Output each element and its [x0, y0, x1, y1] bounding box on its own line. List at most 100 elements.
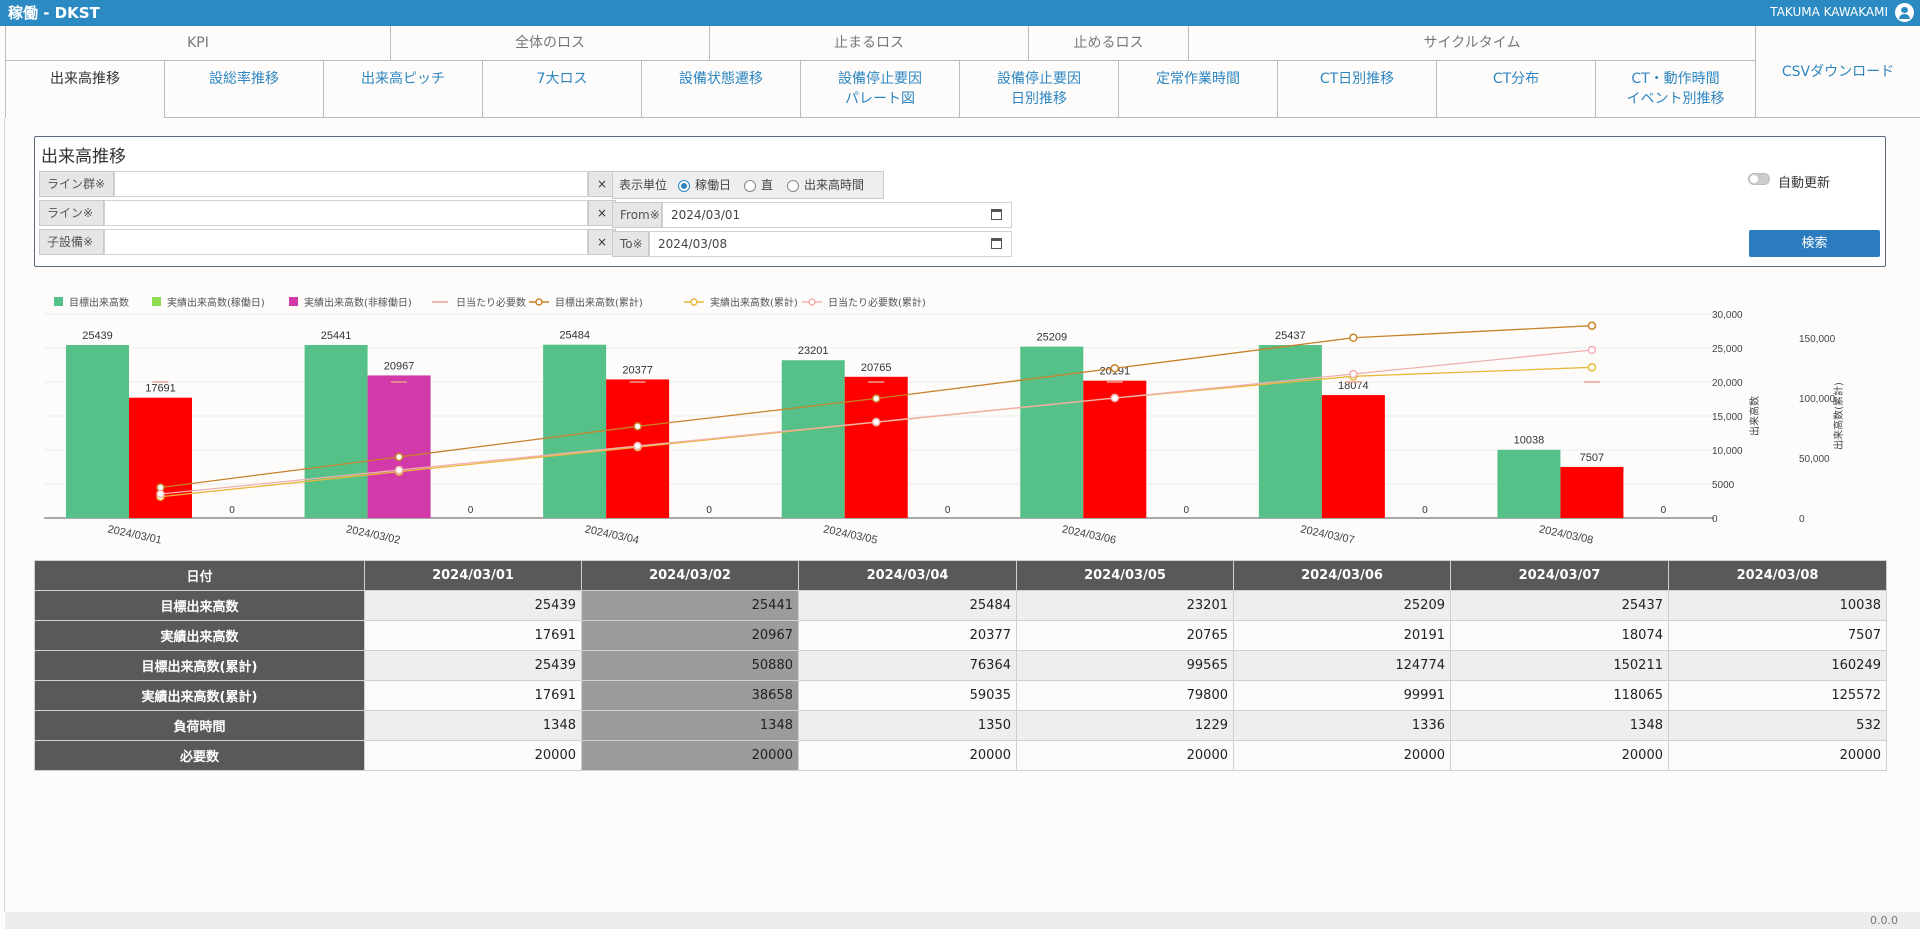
tab-seven-losses[interactable]: 7大ロス [482, 61, 641, 118]
tab-equipment-state[interactable]: 設備状態遷移 [641, 61, 800, 118]
x-tick-label: 2024/03/06 [1061, 523, 1117, 546]
legend-label: 実績出来高数(累計) [710, 296, 798, 309]
zero-value-label: 0 [468, 505, 474, 516]
tab-stop-pareto[interactable]: 設備停止要因 パレート図 [800, 61, 959, 118]
table-cell: 532 [1668, 710, 1887, 741]
line-clear-button[interactable]: × [588, 200, 616, 226]
table-cell: 50880 [581, 650, 799, 681]
y-right-tick-label: 100,000 [1799, 394, 1836, 405]
tab-output-trend[interactable]: 出来高推移 [5, 61, 164, 118]
line-group-clear-button[interactable]: × [588, 171, 616, 197]
bar-value-label: 25439 [82, 330, 113, 342]
tab-routine-work[interactable]: 定常作業時間 [1118, 61, 1277, 118]
page-title: 出来高推移 [41, 147, 126, 167]
version-label: 0.0.0 [1870, 914, 1898, 927]
bar-target [304, 345, 368, 518]
csv-download-button[interactable]: CSVダウンロード [1755, 26, 1920, 118]
legend-swatch [54, 297, 63, 306]
table-row: 必要数 20000 20000 20000 20000 20000 20000 20000 [34, 740, 1887, 771]
table-cell: 20765 [1016, 620, 1234, 651]
cumulative-point [871, 394, 881, 403]
y-left-tick-label: 20,000 [1712, 378, 1743, 389]
x-tick-label: 2024/03/01 [106, 523, 162, 546]
x-tick-label: 2024/03/05 [822, 523, 878, 546]
unit-output-hour-label[interactable]: 出来高時間 [804, 178, 865, 192]
bar-actual [1560, 466, 1624, 518]
table-cell: 99565 [1016, 650, 1234, 681]
table-cell: 20967 [581, 620, 799, 651]
y-left-tick-label: 5000 [1712, 480, 1735, 491]
chart-svg: 0 5000 10,000 15,000 20,000 25,000 30,000 0 50,0… [44, 296, 1845, 547]
table-cell: 1348 [1450, 710, 1669, 741]
table-cell: 20377 [798, 620, 1017, 651]
unit-shift-radio[interactable] [744, 180, 756, 192]
y-left-tick-label: 10,000 [1712, 446, 1743, 457]
table-row-label: 必要数 [34, 740, 365, 771]
y-right-axis-label: 出来高数(累計) [1832, 382, 1845, 450]
bar-value-label: 18074 [1338, 380, 1369, 392]
tab-ct-event[interactable]: CT・動作時間 イベント別推移 [1595, 61, 1755, 118]
table-cell: 17691 [364, 620, 582, 651]
tab-oee-trend[interactable]: 設総率推移 [164, 61, 323, 118]
output-data-table: 日付 2024/03/01 2024/03/02 2024/03/04 2024/03/… [34, 560, 1887, 771]
to-date-input[interactable]: 2024/03/08 [649, 231, 1012, 257]
user-icon[interactable] [1895, 3, 1914, 22]
bar-value-label: 20377 [622, 364, 653, 376]
table-header-row: 日付 2024/03/01 2024/03/02 2024/03/04 2024/03/… [34, 560, 1887, 591]
cumulative-point [394, 452, 404, 462]
to-calendar-icon[interactable] [991, 238, 1002, 249]
table-row: 負荷時間 1348 1348 1350 1229 1336 1348 532 [34, 710, 1887, 741]
zero-value-label: 0 [706, 505, 712, 516]
legend-marker [690, 298, 698, 306]
unit-shift-label[interactable]: 直 [761, 178, 774, 192]
zero-value-label: 0 [1184, 505, 1190, 516]
to-label: To※ [612, 231, 649, 257]
bar-target [1497, 449, 1561, 518]
table-cell: 7507 [1668, 620, 1887, 651]
line-group-label: ライン群※ [39, 171, 114, 197]
app-header: 稼働 - DKST TAKUMA KAWAKAMI [0, 0, 1920, 26]
table-cell: 10038 [1668, 590, 1887, 621]
line-group-input[interactable] [114, 171, 588, 197]
tab-output-pitch[interactable]: 出来高ピッチ [323, 61, 482, 118]
table-cell: 79800 [1016, 680, 1234, 711]
x-tick-label: 2024/03/02 [345, 523, 401, 546]
unit-output-hour-radio[interactable] [787, 180, 799, 192]
table-cell: 20000 [1668, 740, 1887, 771]
from-calendar-icon[interactable] [991, 209, 1002, 220]
zero-value-label: 0 [1422, 505, 1428, 516]
table-cell: 1229 [1016, 710, 1234, 741]
y-right-tick-label: 0 [1799, 514, 1805, 525]
unit-workday-radio[interactable] [678, 180, 690, 192]
child-equipment-label: 子設備※ [39, 229, 104, 255]
line-input[interactable] [104, 200, 588, 226]
user-name[interactable]: TAKUMA KAWAKAMI [1770, 5, 1888, 19]
y-left-tick-label: 15,000 [1712, 412, 1743, 423]
legend-marker [535, 298, 543, 306]
tab-ct-daily[interactable]: CT日別推移 [1277, 61, 1436, 118]
bar-target [1258, 345, 1322, 518]
tab-stop-daily[interactable]: 設備停止要因 日別推移 [959, 61, 1118, 118]
search-button[interactable]: 検索 [1749, 230, 1880, 257]
table-cell: 59035 [798, 680, 1017, 711]
line-label: ライン※ [39, 200, 104, 226]
x-tick-label: 2024/03/08 [1538, 523, 1594, 546]
auto-update-toggle[interactable] [1748, 173, 1770, 185]
from-date-input[interactable]: 2024/03/01 [662, 202, 1012, 228]
display-unit-label: 表示単位 [619, 178, 668, 192]
table-cell: 25439 [364, 650, 582, 681]
bar-value-label: 20967 [384, 360, 415, 372]
nav-group-stop-loss: 止まるロス [709, 26, 1028, 61]
table-row: 目標出来高数 25439 25441 25484 23201 25209 25437 1003… [34, 590, 1887, 621]
unit-workday-label[interactable]: 稼働日 [695, 178, 732, 192]
table-cell: 20000 [1233, 740, 1451, 771]
bar-value-label: 7507 [1580, 452, 1604, 464]
filter-panel: 出来高推移 ライン群※ × ライン※ × 子設備※ × 表示単位 稼働日 直 出… [34, 136, 1886, 267]
legend-label: 日当たり必要数 [456, 296, 526, 309]
child-equipment-input[interactable] [104, 229, 588, 255]
cumulative-point [1587, 321, 1597, 330]
legend-swatch [289, 297, 298, 306]
tab-ct-distribution[interactable]: CT分布 [1436, 61, 1595, 118]
cumulative-point [156, 489, 165, 499]
table-header-date: 日付 [34, 560, 365, 591]
